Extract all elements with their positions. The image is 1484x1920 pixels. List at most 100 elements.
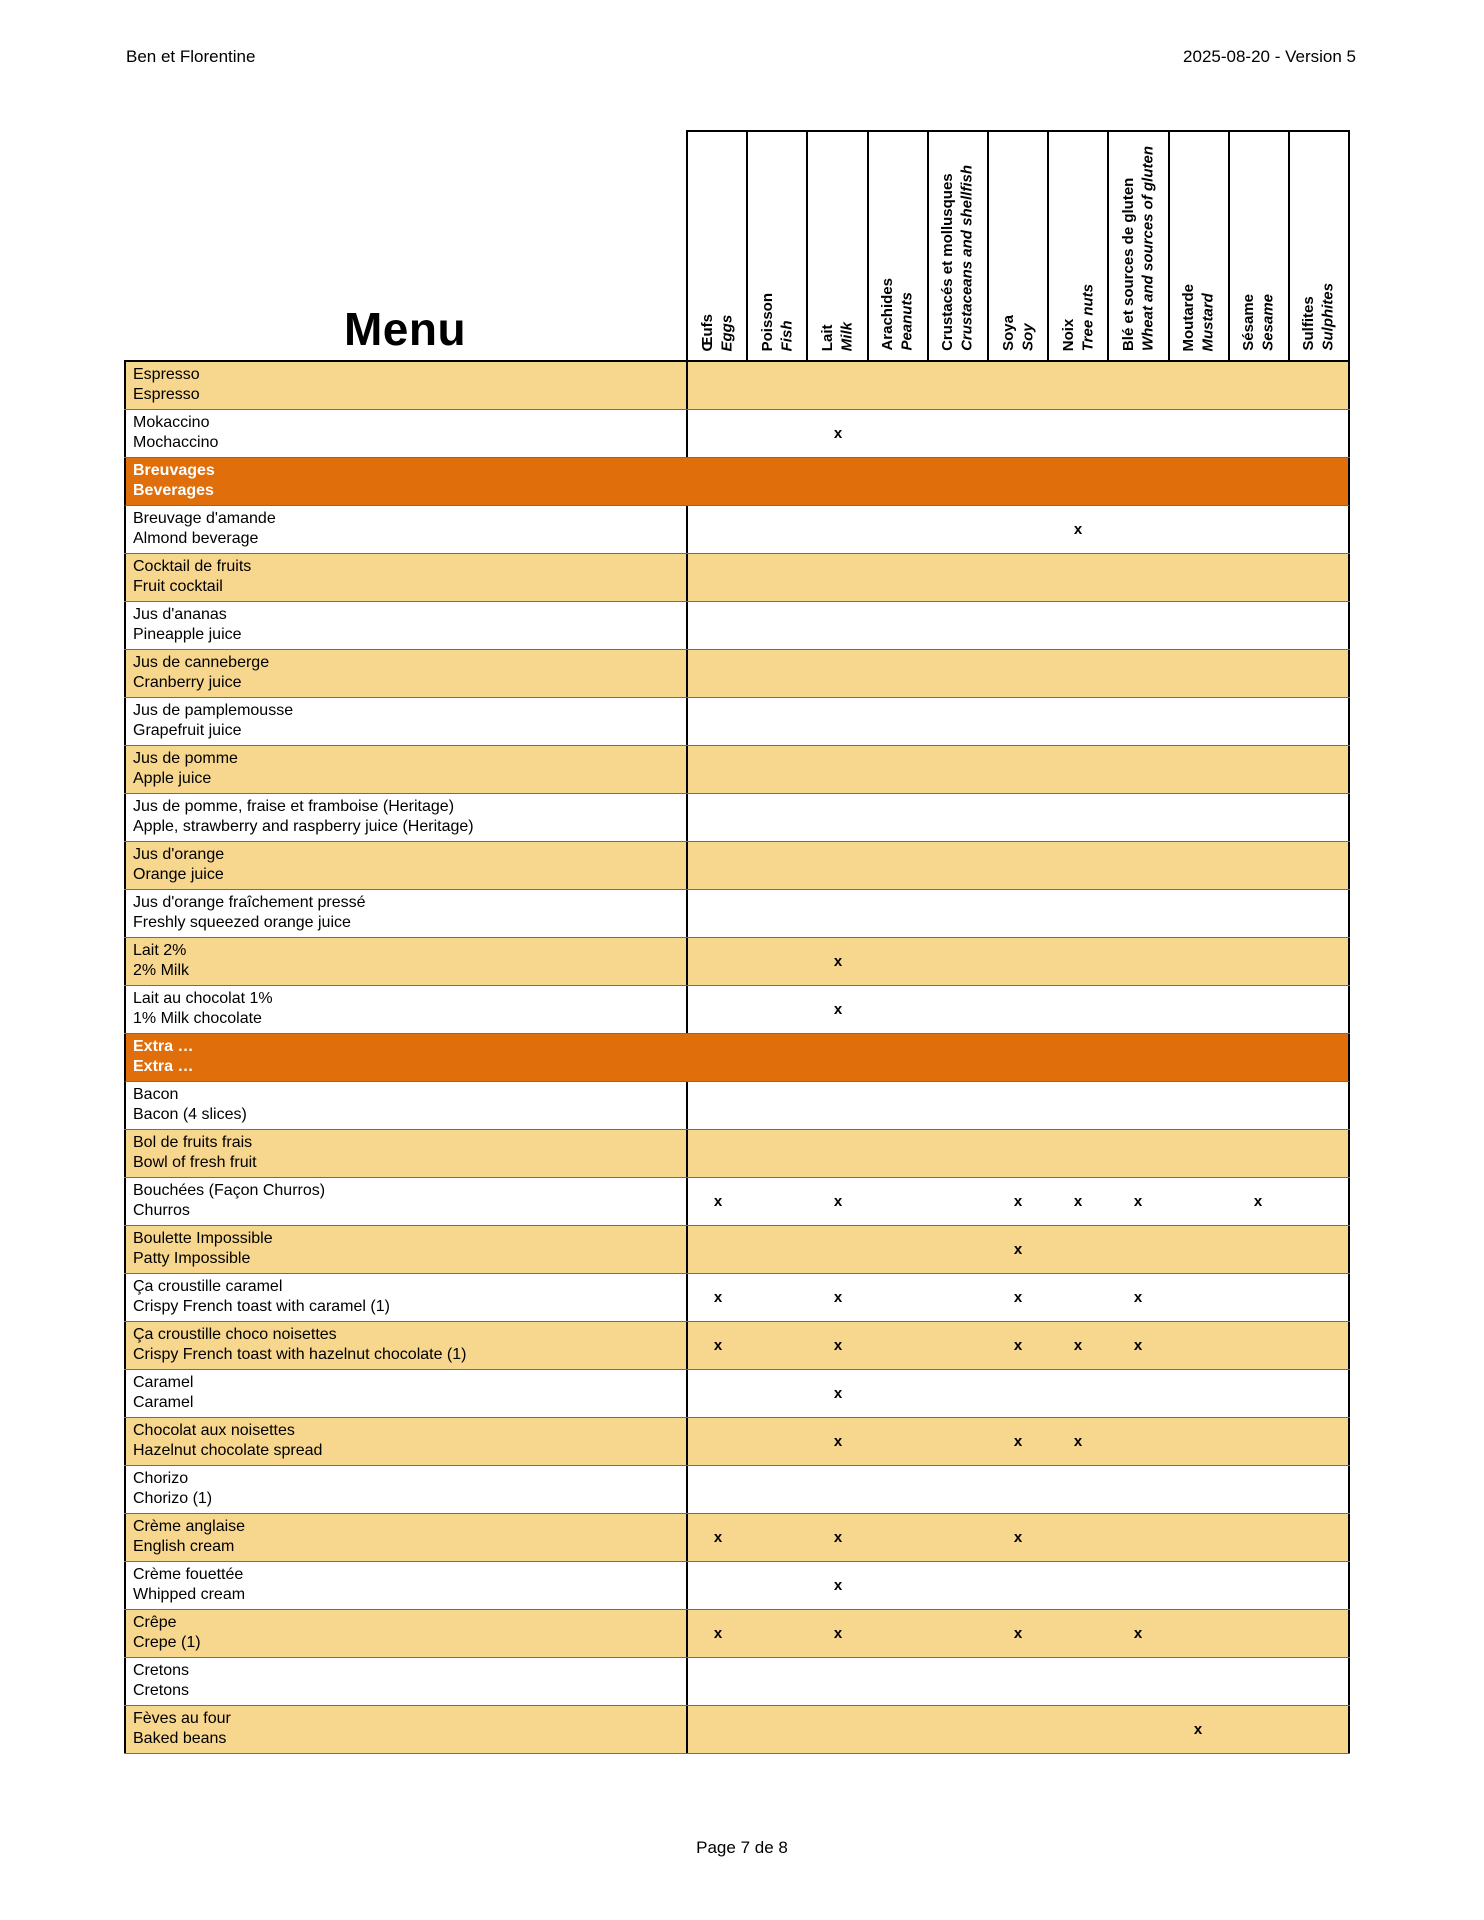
allergen-mark-cell xyxy=(1228,1322,1288,1369)
item-name-fr: Crêpe xyxy=(133,1614,177,1631)
allergen-mark-cell: x xyxy=(833,1289,843,1306)
allergen-mark-cell xyxy=(988,506,1048,553)
allergen-mark-cell xyxy=(1228,1706,1288,1753)
item-name-en: Churros xyxy=(133,1202,190,1219)
menu-item-row: Cretons Cretons xyxy=(124,1658,1350,1706)
allergen-mark-cell xyxy=(688,698,748,745)
item-name-fr: Lait 2% xyxy=(133,942,187,959)
allergen-mark-cell: x xyxy=(713,1193,723,1210)
allergen-mark-cell xyxy=(1228,602,1288,649)
allergen-marks: x xyxy=(686,1706,1350,1753)
item-name-fr: Bol de fruits frais xyxy=(133,1134,253,1151)
allergen-mark-cell xyxy=(928,1370,988,1417)
allergen-mark-cell xyxy=(688,1562,748,1609)
allergen-mark-cell xyxy=(748,698,808,745)
allergen-mark-cell xyxy=(1228,1370,1288,1417)
allergen-mark-cell: x xyxy=(1013,1289,1023,1306)
allergen-mark-cell xyxy=(928,1514,988,1561)
allergen-mark-cell xyxy=(748,1322,808,1369)
allergen-mark-cell xyxy=(1048,1082,1108,1129)
menu-item-row: Jus de pomme, fraise et framboise (Herit… xyxy=(124,794,1350,842)
allergen-mark-cell xyxy=(1228,1226,1288,1273)
allergen-mark-cell: x xyxy=(1013,1529,1023,1546)
allergen-mark-cell xyxy=(688,554,748,601)
allergen-mark-cell xyxy=(1168,1610,1228,1657)
menu-item-row: Boulette Impossible Patty Impossible x xyxy=(124,1226,1350,1274)
item-name-fr: Caramel xyxy=(133,1374,194,1391)
allergen-mark-cell xyxy=(928,938,988,985)
allergen-mark-cell xyxy=(1288,1466,1348,1513)
allergen-header-row: Œufs Eggs Poisson Fish Lait Milk Arachid… xyxy=(686,130,1350,360)
allergen-mark-cell xyxy=(1228,506,1288,553)
allergen-mark-cell xyxy=(988,1370,1048,1417)
allergen-mark-cell xyxy=(748,1418,808,1465)
allergen-mark-cell xyxy=(1108,986,1168,1033)
allergen-mark-cell xyxy=(1168,1466,1228,1513)
allergen-mark-cell xyxy=(1048,1370,1108,1417)
allergen-marks xyxy=(686,362,1350,409)
section-name-en: Beverages xyxy=(133,482,214,499)
allergen-mark-cell xyxy=(808,1130,868,1177)
allergen-mark-cell xyxy=(1048,1130,1108,1177)
allergen-mark-cell xyxy=(1168,362,1228,409)
allergen-column-header: Crustacés et mollusques Crustaceans and … xyxy=(929,132,989,360)
allergen-mark-cell xyxy=(808,698,868,745)
allergen-mark-cell xyxy=(1048,1226,1108,1273)
allergen-mark-cell xyxy=(1108,1082,1168,1129)
allergen-mark-cell xyxy=(868,986,928,1033)
item-name-en: Apple, strawberry and raspberry juice (H… xyxy=(133,818,474,835)
allergen-mark-cell xyxy=(988,1706,1048,1753)
allergen-mark-cell xyxy=(928,1178,988,1225)
allergen-mark-cell xyxy=(988,410,1048,457)
allergen-mark-cell xyxy=(988,1082,1048,1129)
allergen-mark-cell: x xyxy=(1073,1433,1083,1450)
allergen-column-header: Moutarde Mustard xyxy=(1170,132,1230,360)
allergen-mark-cell xyxy=(988,1466,1048,1513)
allergen-mark-cell xyxy=(1228,1130,1288,1177)
item-name-en: Pineapple juice xyxy=(133,626,242,643)
allergen-mark-cell xyxy=(1288,794,1348,841)
allergen-mark-cell xyxy=(808,1082,868,1129)
allergen-mark-cell xyxy=(1048,1706,1108,1753)
allergen-mark-cell: x xyxy=(1073,521,1083,538)
allergen-mark-cell xyxy=(748,1514,808,1561)
allergen-mark-cell xyxy=(1168,698,1228,745)
menu-item-row: Lait au chocolat 1% 1% Milk chocolate x xyxy=(124,986,1350,1034)
item-name-en: Orange juice xyxy=(133,866,224,883)
allergen-mark-cell xyxy=(1108,1130,1168,1177)
allergen-mark-cell xyxy=(808,1226,868,1273)
allergen-mark-cell xyxy=(988,650,1048,697)
allergen-mark-cell: x xyxy=(1193,1721,1203,1738)
allergen-mark-cell xyxy=(1228,410,1288,457)
allergen-marks: x xyxy=(686,1562,1350,1609)
allergen-mark-cell xyxy=(808,650,868,697)
item-name-fr: Jus d'orange xyxy=(133,846,225,863)
allergen-mark-cell xyxy=(988,1658,1048,1705)
allergen-mark-cell xyxy=(928,1274,988,1321)
allergen-column-header: Œufs Eggs xyxy=(688,132,749,360)
allergen-mark-cell xyxy=(808,506,868,553)
allergen-mark-cell xyxy=(748,1370,808,1417)
allergen-mark-cell xyxy=(1048,842,1108,889)
allergen-mark-cell xyxy=(1168,1226,1228,1273)
allergen-name-fr: Blé et sources de gluten xyxy=(1119,177,1137,351)
allergen-mark-cell xyxy=(1108,1370,1168,1417)
allergen-name-en: Tree nuts xyxy=(1079,283,1097,351)
allergen-mark-cell xyxy=(928,1562,988,1609)
allergen-mark-cell xyxy=(1048,1562,1108,1609)
allergen-mark-cell xyxy=(748,1274,808,1321)
allergen-mark-cell: x xyxy=(833,1625,843,1642)
allergen-mark-cell xyxy=(928,986,988,1033)
item-name-fr: Cocktail de fruits xyxy=(133,558,252,575)
item-name-fr: Jus de pomme, fraise et framboise (Herit… xyxy=(133,798,455,815)
allergen-mark-cell xyxy=(1108,1658,1168,1705)
allergen-mark-cell xyxy=(1168,1130,1228,1177)
allergen-mark-cell xyxy=(1288,698,1348,745)
allergen-mark-cell xyxy=(1108,746,1168,793)
allergen-mark-cell xyxy=(1228,1658,1288,1705)
allergen-mark-cell xyxy=(1288,410,1348,457)
allergen-mark-cell xyxy=(688,1706,748,1753)
allergen-mark-cell xyxy=(928,1418,988,1465)
allergen-mark-cell xyxy=(988,362,1048,409)
